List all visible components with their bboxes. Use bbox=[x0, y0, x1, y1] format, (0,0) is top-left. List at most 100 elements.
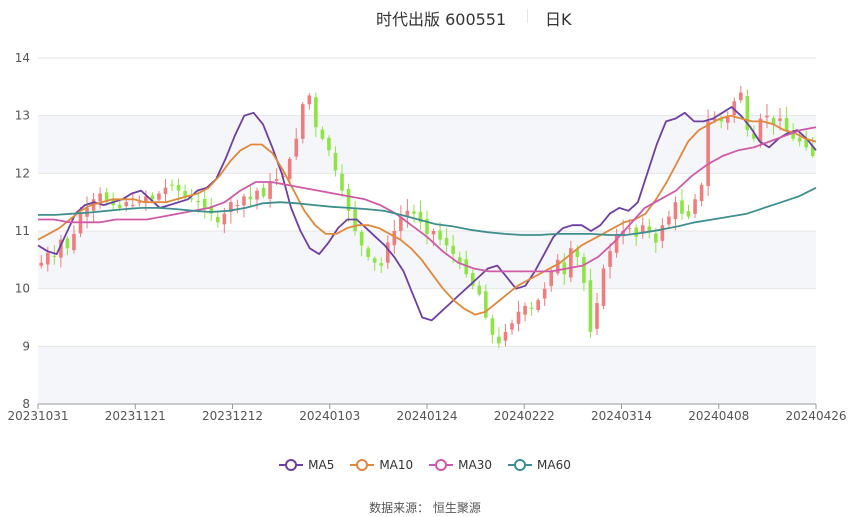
candle-body bbox=[294, 138, 299, 157]
candle-body bbox=[104, 192, 109, 203]
y-tick-label: 12 bbox=[15, 166, 30, 180]
candle-body bbox=[784, 118, 789, 131]
candle-body bbox=[366, 248, 370, 257]
candle-body bbox=[810, 146, 815, 157]
candle-body bbox=[209, 206, 214, 214]
candle-body bbox=[627, 228, 632, 230]
candle-body bbox=[418, 211, 423, 223]
x-tick-label: 20231212 bbox=[202, 409, 263, 423]
candle-body bbox=[372, 258, 377, 263]
candle-body bbox=[634, 227, 639, 237]
y-tick-label: 11 bbox=[15, 224, 30, 238]
legend-label-ma30: MA30 bbox=[458, 458, 493, 472]
candle-body bbox=[229, 202, 233, 213]
legend-marker-ma30 bbox=[429, 459, 454, 471]
legend-item-ma10[interactable]: MA10 bbox=[350, 458, 413, 472]
candle-body bbox=[333, 152, 338, 171]
candle-body bbox=[771, 117, 776, 125]
candle-body bbox=[595, 303, 599, 329]
candle-body bbox=[65, 238, 70, 249]
candle-body bbox=[490, 318, 495, 335]
candle-body bbox=[516, 311, 521, 324]
series-line-ma60 bbox=[38, 186, 817, 236]
candle-body bbox=[484, 291, 488, 318]
candle-body bbox=[699, 184, 704, 202]
candle-body bbox=[457, 257, 462, 263]
candle-body bbox=[673, 202, 678, 220]
candle-body bbox=[314, 97, 318, 128]
candle-body bbox=[307, 95, 312, 105]
candle-body bbox=[412, 211, 416, 214]
candle-body bbox=[359, 231, 364, 246]
candle-body bbox=[536, 300, 540, 311]
x-tick-label: 20240426 bbox=[785, 409, 846, 423]
y-tick-label: 8 bbox=[22, 397, 30, 411]
candle-body bbox=[758, 118, 763, 142]
candle-body bbox=[170, 184, 174, 186]
candle-body bbox=[52, 255, 57, 257]
candle-body bbox=[274, 179, 279, 181]
candle-body bbox=[399, 216, 403, 232]
candle-body bbox=[78, 213, 83, 234]
candle-body bbox=[523, 305, 527, 315]
candle-body bbox=[189, 198, 194, 200]
candle-body bbox=[98, 193, 102, 202]
candle-body bbox=[660, 225, 665, 241]
candle-body bbox=[647, 226, 652, 231]
legend-item-ma30[interactable]: MA30 bbox=[429, 458, 492, 472]
x-tick-label: 20231031 bbox=[7, 409, 68, 423]
candle-body bbox=[555, 259, 560, 274]
legend-marker-ma10 bbox=[350, 459, 375, 471]
candle-body bbox=[621, 231, 625, 237]
legend-marker-ma5 bbox=[279, 459, 304, 471]
candle-body bbox=[529, 307, 534, 309]
grid-band bbox=[38, 115, 816, 174]
candle-body bbox=[150, 195, 155, 200]
candle-body bbox=[464, 259, 469, 275]
candle-body bbox=[287, 158, 292, 180]
candle-body bbox=[451, 245, 455, 255]
candle-body bbox=[640, 225, 645, 234]
chart-header: 时代出版 600551 日K bbox=[0, 6, 850, 29]
candle-body bbox=[719, 118, 723, 122]
x-tick-label: 20231121 bbox=[105, 409, 166, 423]
x-tick-label: 20240103 bbox=[299, 409, 360, 423]
candle-body bbox=[765, 115, 769, 118]
candle-body bbox=[739, 92, 743, 101]
candle-body bbox=[346, 188, 351, 211]
candle-body bbox=[379, 263, 384, 266]
candle-body bbox=[725, 115, 730, 123]
legend-marker-ma60 bbox=[508, 459, 533, 471]
candle-body bbox=[575, 249, 580, 257]
candle-body bbox=[255, 190, 259, 200]
series-line-ma30 bbox=[38, 126, 817, 273]
candle-body bbox=[601, 268, 606, 306]
legend-item-ma5[interactable]: MA5 bbox=[279, 458, 334, 472]
candle-body bbox=[242, 196, 246, 206]
legend-item-ma60[interactable]: MA60 bbox=[508, 458, 571, 472]
candle-body bbox=[235, 205, 240, 207]
candle-body bbox=[745, 96, 750, 131]
candle-body bbox=[431, 231, 436, 235]
candle-body bbox=[503, 331, 508, 341]
candle-body bbox=[261, 187, 266, 197]
candle-body bbox=[797, 137, 802, 142]
x-tick-label: 20240314 bbox=[591, 409, 652, 423]
candle-body bbox=[340, 173, 344, 191]
candle-body bbox=[137, 202, 142, 204]
candle-body bbox=[778, 118, 782, 121]
grid-band bbox=[38, 346, 816, 404]
candle-body bbox=[654, 233, 658, 243]
x-tick-label: 20240124 bbox=[396, 409, 457, 423]
candle-body bbox=[582, 257, 586, 283]
candle-body bbox=[144, 196, 148, 202]
candle-body bbox=[124, 202, 129, 207]
candle-body bbox=[117, 204, 122, 208]
candle-body bbox=[549, 271, 554, 286]
title-separator bbox=[527, 9, 528, 23]
candle-body bbox=[39, 262, 44, 266]
candle-body bbox=[791, 131, 795, 139]
y-tick-label: 13 bbox=[15, 109, 30, 123]
candle-body bbox=[693, 199, 697, 214]
